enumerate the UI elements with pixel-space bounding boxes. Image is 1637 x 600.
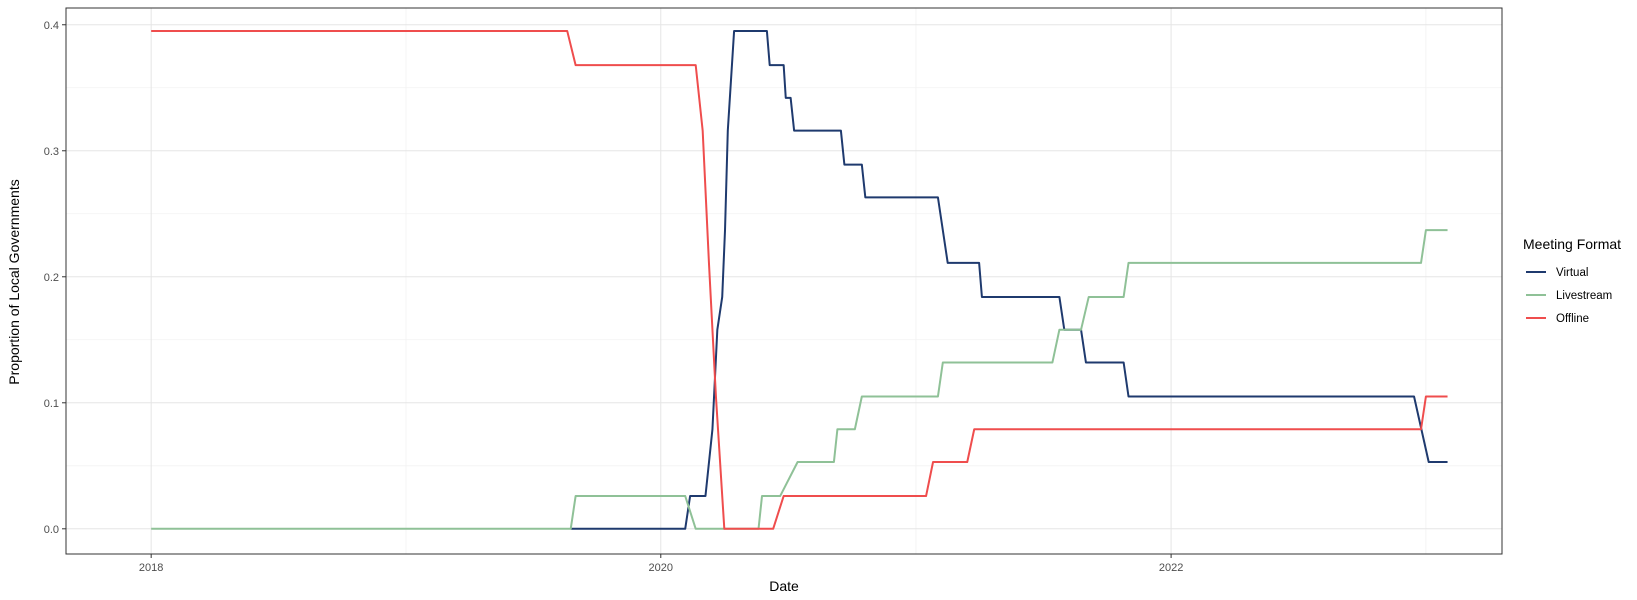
y-tick-label: 0.4	[44, 20, 59, 32]
x-tick-label: 2022	[1159, 562, 1183, 574]
series-lines	[151, 30, 1448, 530]
x-axis-title: Date	[769, 578, 799, 594]
y-tick-label: 0.3	[44, 146, 59, 158]
y-tick-label: 0.2	[44, 272, 59, 284]
series-line-livestream	[151, 229, 1448, 530]
x-tick-label: 2018	[139, 562, 163, 574]
legend-title: Meeting Format	[1523, 236, 1621, 252]
plot-panel-border	[65, 7, 1503, 555]
grid	[66, 8, 1502, 554]
legend-label-virtual: Virtual	[1556, 267, 1588, 279]
x-tick-label: 2020	[649, 562, 673, 574]
series-line-offline	[151, 30, 1448, 530]
legend-label-offline: Offline	[1556, 313, 1589, 325]
legend: Meeting Format Virtual Livestream Offline	[1523, 236, 1621, 325]
legend-label-livestream: Livestream	[1556, 290, 1612, 302]
series-line-virtual	[570, 30, 1448, 530]
y-axis-title: Proportion of Local Governments	[6, 179, 22, 384]
legend-items: Virtual Livestream Offline	[1526, 267, 1612, 325]
y-tick-label: 0.0	[44, 524, 59, 536]
y-tick-label: 0.1	[44, 398, 59, 410]
axes: 0.0 0.1 0.2 0.3 0.4 2018 2020 2022	[44, 20, 1184, 574]
